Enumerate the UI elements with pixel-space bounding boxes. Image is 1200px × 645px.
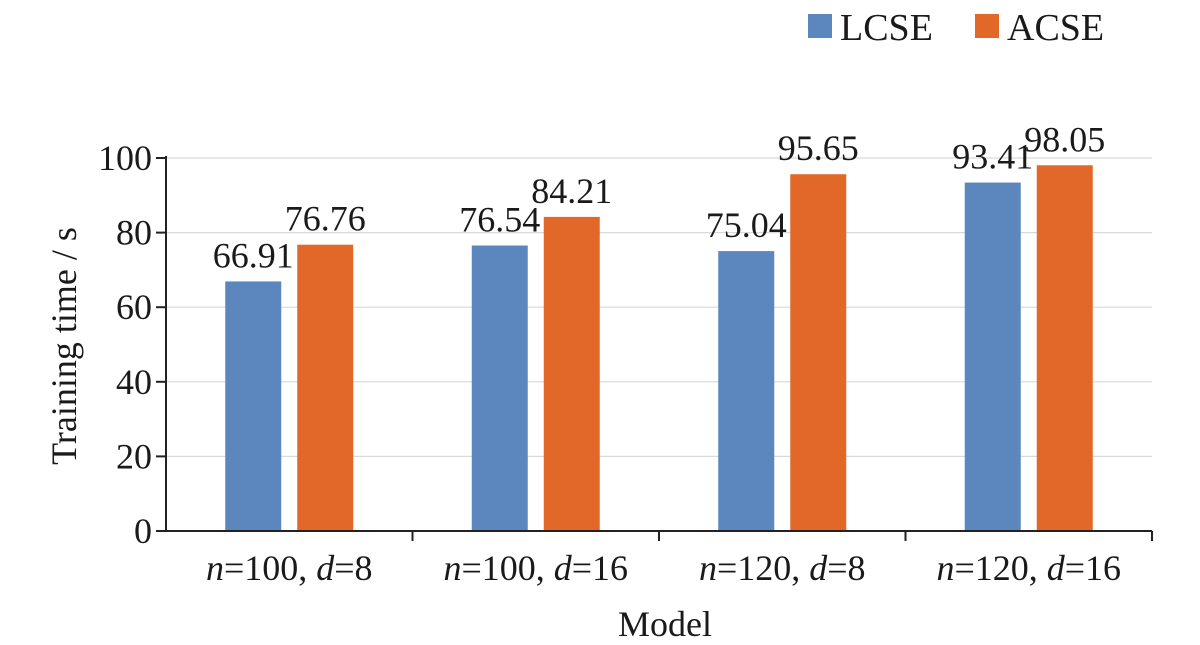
category-value: =8 [334,548,372,588]
y-tick-label: 80 [116,213,152,253]
legend-swatch-acse [975,14,999,38]
category-value: =120, [954,548,1046,588]
x-category-label: n=100, d=16 [443,548,628,588]
x-category-label: n=100, d=8 [206,548,373,588]
bar-acse [1036,165,1093,531]
data-label-lcse: 76.54 [459,200,540,240]
x-category-label: n=120, d=16 [936,548,1121,588]
y-tick-labels: 0 20 40 60 80 100 [98,138,152,551]
data-label-acse: 84.21 [531,171,612,211]
x-category-label: n=120, d=8 [699,548,866,588]
legend-item-lcse: LCSE [808,7,933,49]
bar-acse [543,216,600,531]
category-value: =100, [224,548,316,588]
category-value: =120, [717,548,809,588]
bars [225,165,1093,532]
category-value: =100, [461,548,553,588]
category-value: =8 [827,548,865,588]
y-tick-label: 40 [116,362,152,402]
data-label-lcse: 75.04 [706,205,787,245]
x-axis-title: Model [618,604,712,644]
legend: LCSE ACSE [808,7,1104,49]
x-category-labels: n=100, d=8 n=100, d=16 n=120, d=8 n=120, d=… [206,548,1121,588]
legend-label-lcse: LCSE [840,7,933,49]
category-variable: d [1047,548,1066,588]
data-label-lcse: 93.41 [952,137,1033,177]
category-value: =16 [572,548,628,588]
category-variable: d [554,548,573,588]
y-tick-label: 60 [116,287,152,327]
legend-item-acse: ACSE [975,7,1104,49]
bar-lcse [471,245,528,531]
bar-acse [790,174,847,531]
bar-acse [297,244,354,532]
data-label-lcse: 66.91 [213,235,294,275]
bar-lcse [718,251,775,531]
category-variable: n [936,548,954,588]
legend-swatch-lcse [808,14,832,38]
bar-lcse [225,281,282,531]
category-variable: n [206,548,224,588]
y-tick-label: 0 [134,511,152,551]
category-variable: d [316,548,335,588]
category-value: =16 [1065,548,1121,588]
axes [156,156,1153,541]
bar-lcse [964,182,1021,532]
category-variable: d [809,548,828,588]
data-label-acse: 95.65 [778,128,859,168]
category-variable: n [699,548,717,588]
y-axis-title: Training time / s [44,227,84,465]
category-variable: n [443,548,461,588]
legend-label-acse: ACSE [1007,7,1104,49]
data-label-acse: 98.05 [1024,119,1105,159]
y-tick-label: 20 [116,436,152,476]
y-tick-label: 100 [98,138,152,178]
data-label-acse: 76.76 [285,199,366,239]
